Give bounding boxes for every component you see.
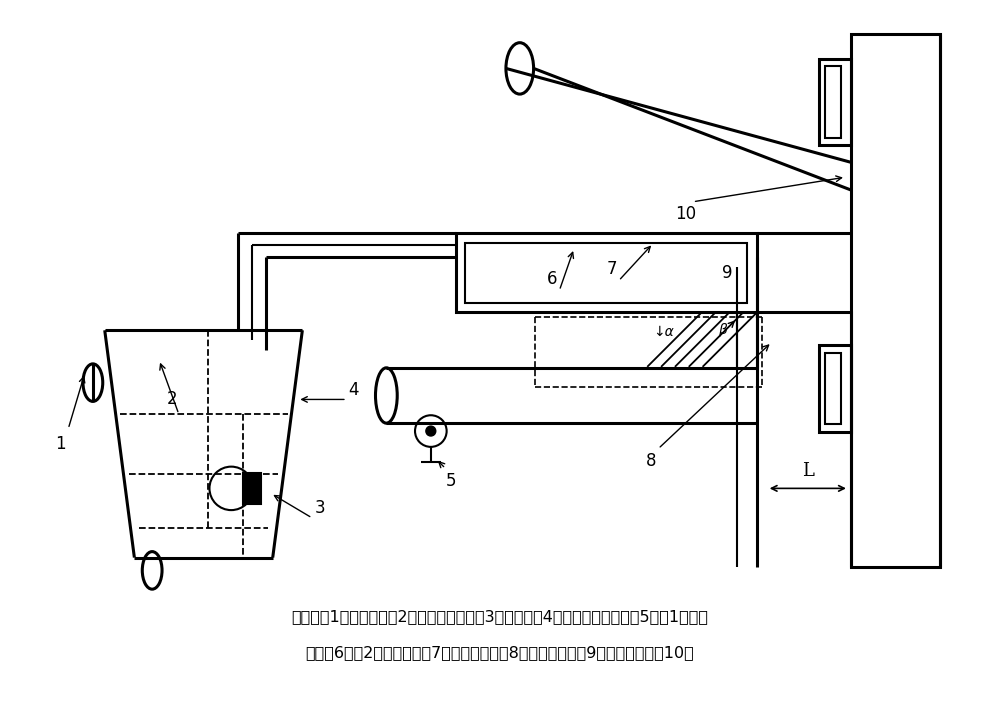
Bar: [851, 34, 940, 568]
Bar: [825, 353, 841, 424]
Text: β: β: [718, 324, 727, 337]
Text: 7: 7: [606, 260, 617, 278]
Text: 3: 3: [315, 499, 325, 517]
Text: 5: 5: [445, 472, 456, 491]
Bar: [243, 472, 261, 504]
Text: 6: 6: [547, 270, 558, 288]
Text: 4: 4: [348, 381, 359, 398]
Text: 引水管（1）；蓄水槽（2）；循环加压泵（3）；水管（4）；含水量监测器（5）；1号水雾: 引水管（1）；蓄水槽（2）；循环加压泵（3）；水管（4）；含水量监测器（5）；1…: [292, 609, 708, 625]
Bar: [465, 243, 747, 302]
Text: 喷头（6）；2号水雾喷头（7）；烟气管道（8）；矿化装置（9）；钙渣管道（10）: 喷头（6）；2号水雾喷头（7）；烟气管道（8）；矿化装置（9）；钙渣管道（10）: [306, 645, 694, 660]
Bar: [819, 345, 851, 432]
Text: L: L: [802, 462, 814, 479]
Text: ↓α: ↓α: [653, 325, 673, 339]
Text: 9: 9: [722, 264, 733, 282]
Circle shape: [426, 426, 436, 436]
Text: 1: 1: [55, 435, 66, 453]
Text: 8: 8: [646, 452, 656, 470]
Bar: [819, 59, 851, 145]
Text: 2: 2: [167, 391, 177, 408]
Bar: [825, 66, 841, 137]
Bar: [456, 233, 757, 312]
Text: 10: 10: [675, 204, 696, 223]
